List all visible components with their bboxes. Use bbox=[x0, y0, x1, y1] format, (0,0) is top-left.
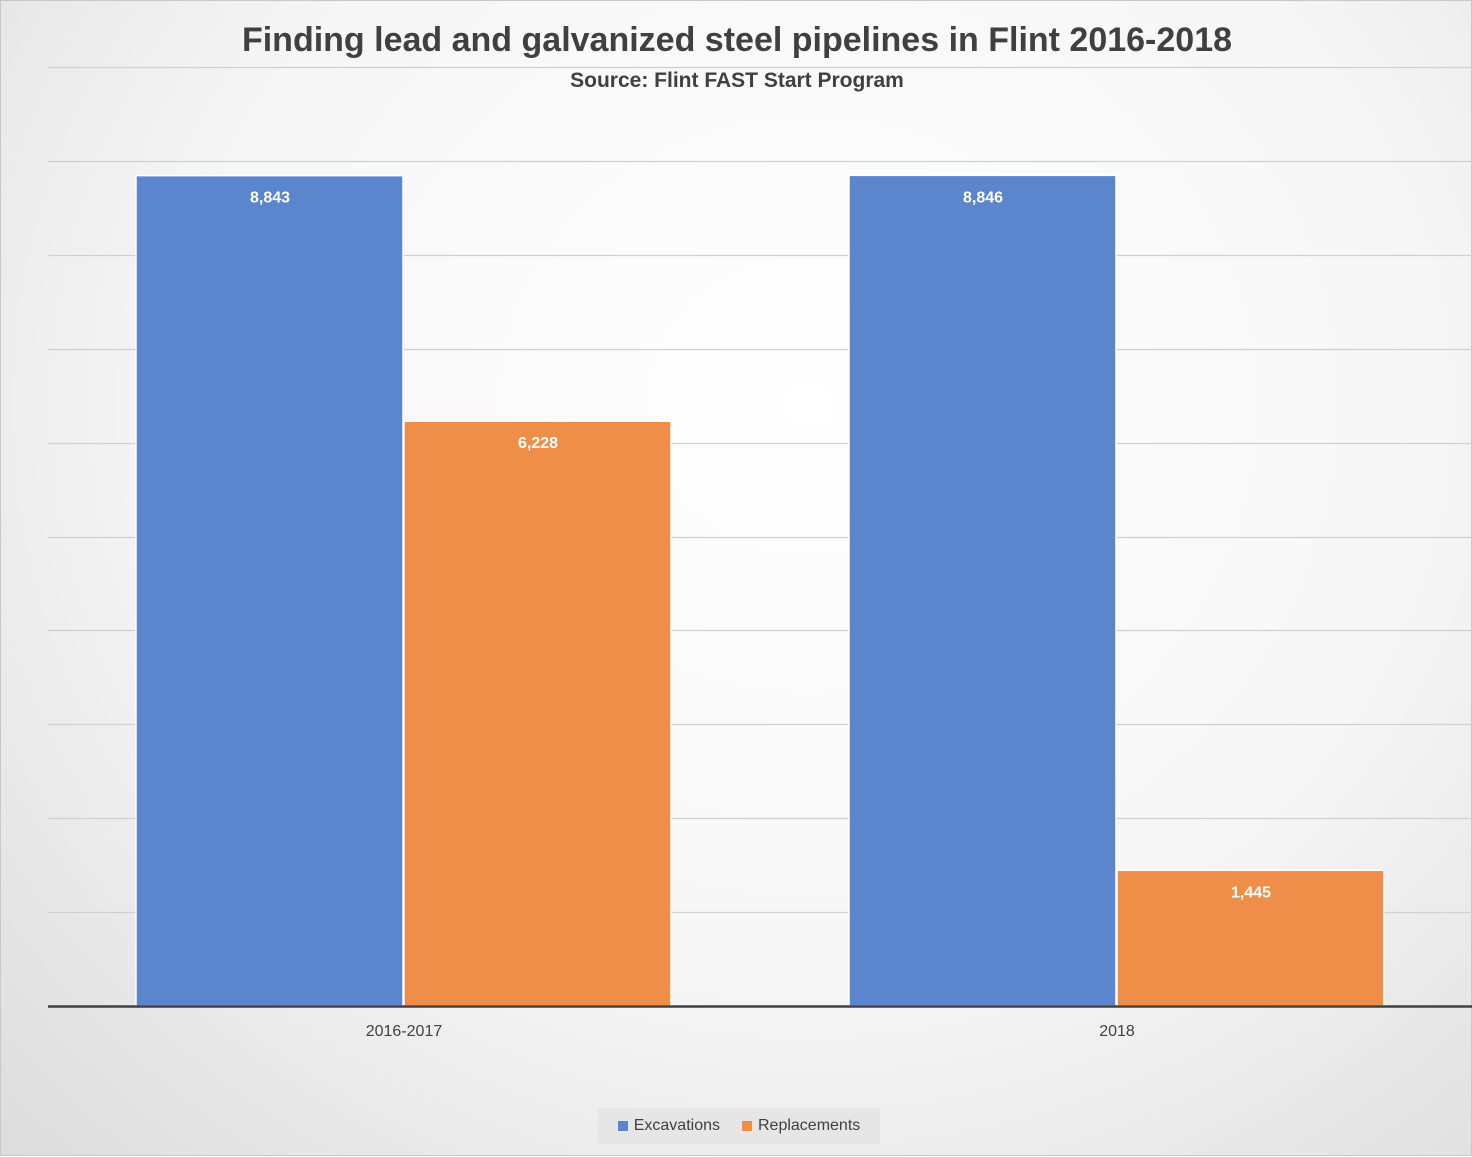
bar-replacements-2016-2017 bbox=[403, 420, 672, 1007]
x-tick-label: 2016-2017 bbox=[366, 1023, 443, 1040]
legend: Excavations Replacements bbox=[598, 1108, 880, 1144]
data-label: 8,846 bbox=[963, 189, 1003, 206]
data-label: 1,445 bbox=[1231, 884, 1271, 901]
legend-item-replacements[interactable]: Replacements bbox=[741, 1117, 861, 1135]
x-tick-label: 2018 bbox=[1099, 1023, 1135, 1040]
chart-title: Finding lead and galvanized steel pipeli… bbox=[241, 21, 1233, 59]
bar-excavations-2016-2017 bbox=[135, 174, 404, 1007]
bar-excavations-2018 bbox=[848, 174, 1117, 1007]
legend-item-excavations[interactable]: Excavations bbox=[617, 1117, 720, 1135]
legend-swatch-replacements bbox=[741, 1121, 752, 1131]
legend-swatch-excavations bbox=[617, 1121, 628, 1131]
data-label: 6,228 bbox=[518, 435, 558, 452]
data-label: 8,843 bbox=[250, 190, 290, 207]
chart-subtitle: Source: Flint FAST Start Program bbox=[570, 69, 904, 92]
legend-label-replacements: Replacements bbox=[757, 1117, 861, 1134]
bar-replacements-2018 bbox=[1116, 869, 1385, 1007]
legend-label-excavations: Excavations bbox=[633, 1117, 720, 1134]
